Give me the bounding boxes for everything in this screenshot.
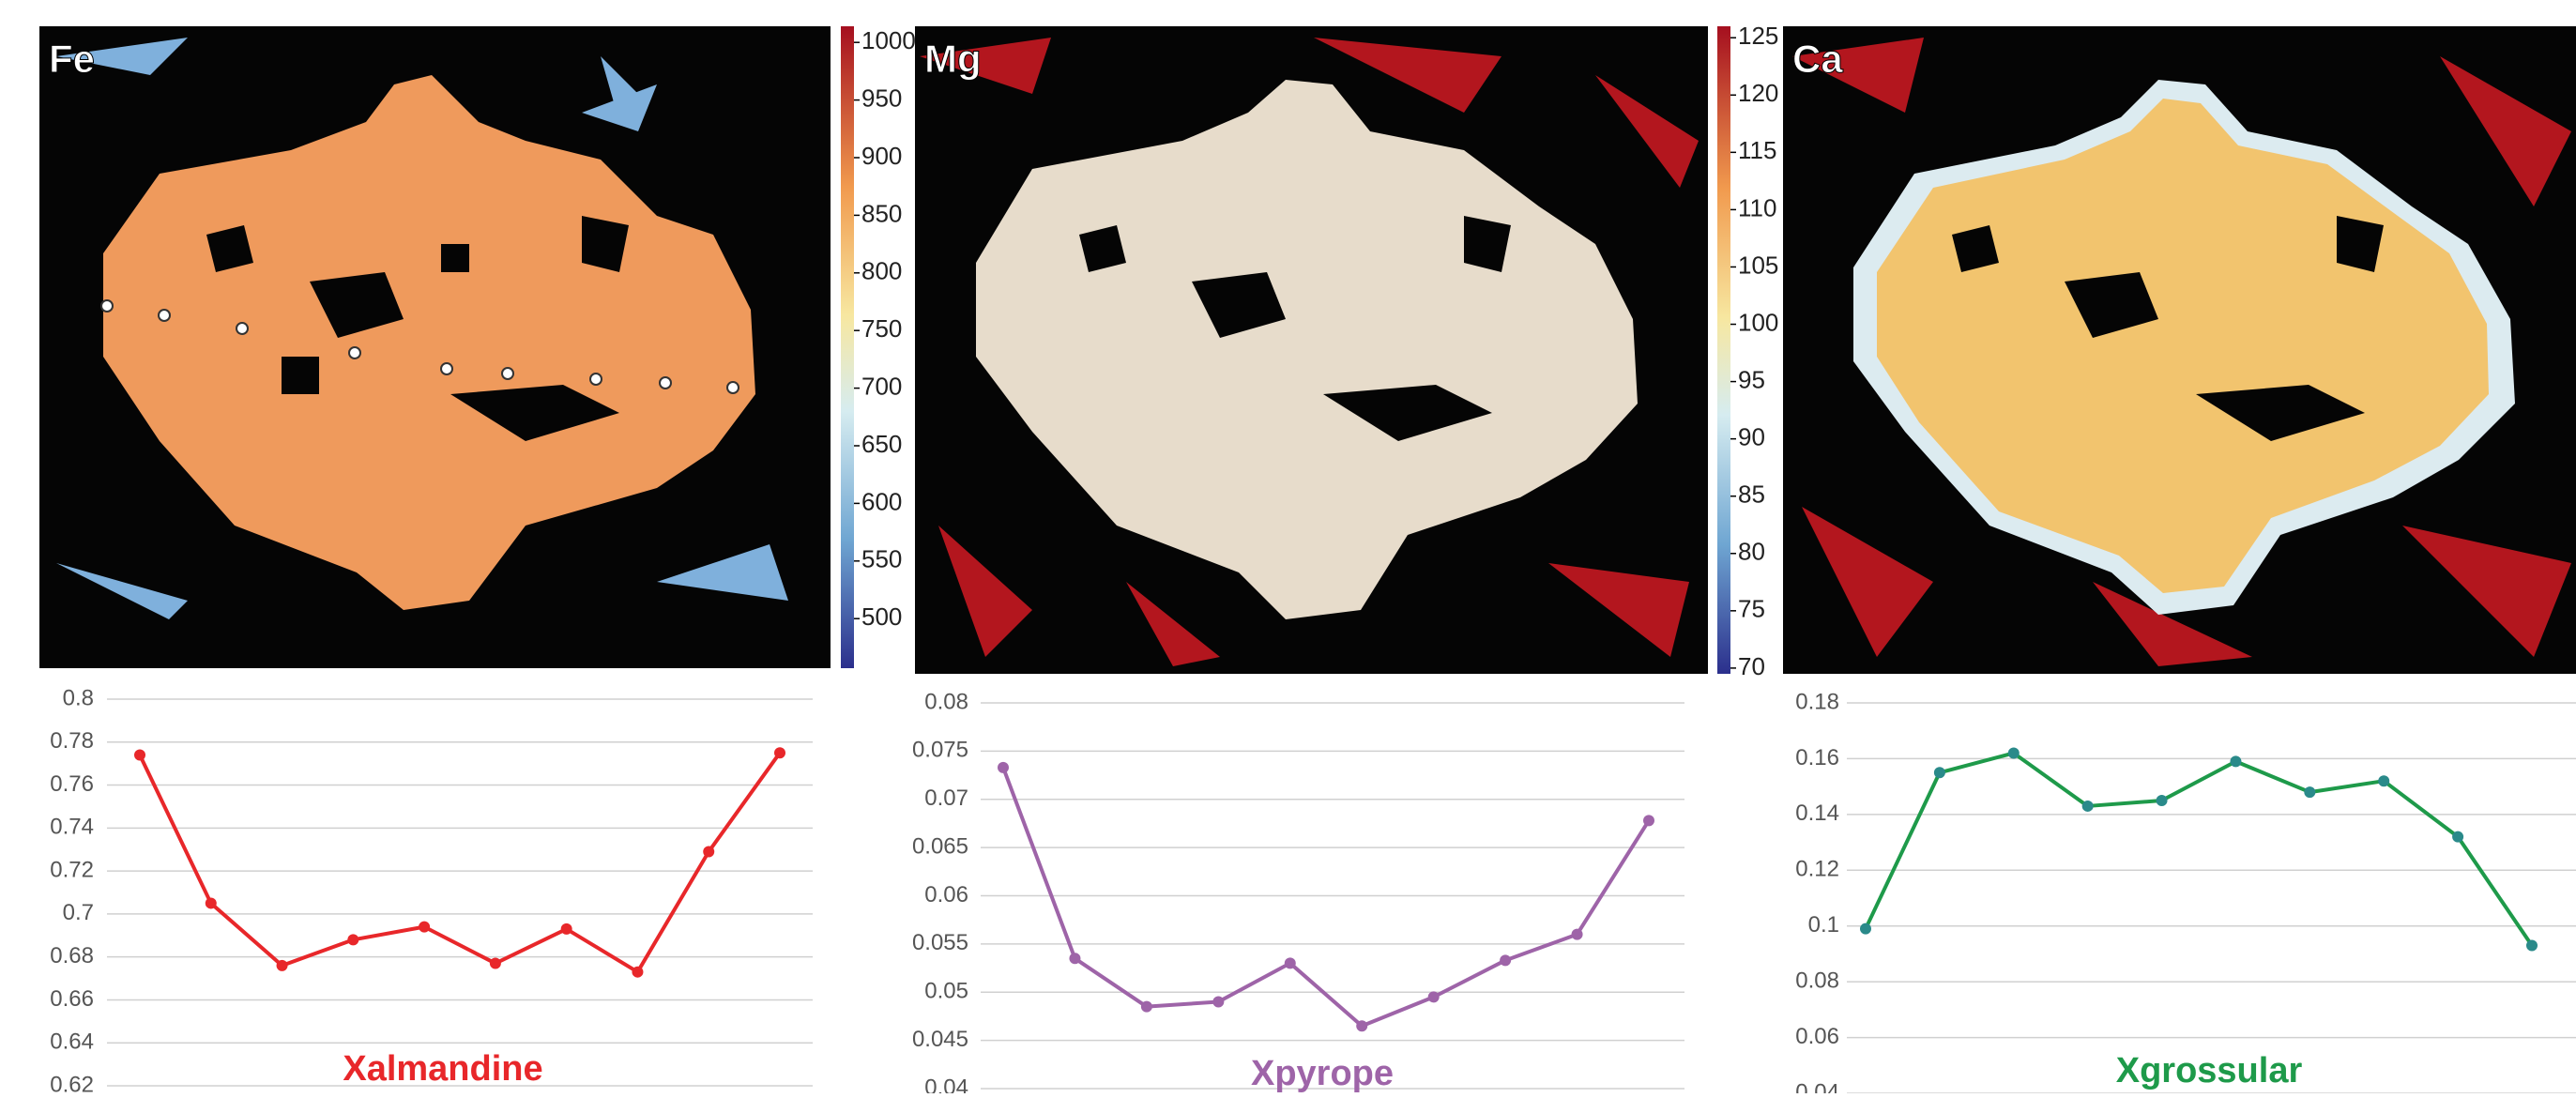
y-tick-label: 0.7	[63, 900, 94, 925]
data-point	[1284, 957, 1296, 969]
colorbar-tick-label: 100	[1738, 308, 1778, 336]
data-point	[1212, 996, 1225, 1008]
data-point	[703, 846, 715, 858]
colorbar-tick-label: 600	[861, 487, 902, 515]
colorbar-tick-label: 80	[1738, 538, 1765, 566]
y-tick-label: 0.8	[63, 685, 94, 710]
y-tick-label: 0.04	[1795, 1079, 1839, 1093]
colorbar-tick-label: 125	[1738, 22, 1778, 50]
data-point	[1643, 815, 1654, 827]
ca-map	[1783, 26, 2576, 674]
colorbar-tick-label: 120	[1738, 79, 1778, 107]
y-tick-label: 0.16	[1795, 745, 1839, 770]
y-tick-label: 0.78	[50, 728, 94, 754]
colorbar-tick-label: 700	[861, 372, 902, 400]
data-point	[276, 959, 288, 971]
y-tick-label: 0.05	[924, 979, 968, 1004]
colorbar-tick-label: 500	[861, 602, 902, 631]
data-point	[1571, 928, 1583, 940]
y-tick-label: 0.68	[50, 943, 94, 968]
fe-map	[39, 26, 831, 668]
y-tick-label: 0.62	[50, 1072, 94, 1093]
series-line	[1864, 751, 2534, 947]
y-tick-label: 0.08	[924, 689, 968, 714]
colorbar-tick-label: 70	[1738, 652, 1765, 680]
colorbar-tick-label: 95	[1738, 365, 1765, 393]
colorbar-tick-label: 85	[1738, 480, 1765, 509]
colorbar-tick-label: 950	[861, 84, 902, 112]
colorbar-tick-label: 115	[1738, 136, 1776, 164]
data-point	[419, 921, 431, 933]
y-tick-label: 0.065	[912, 833, 968, 859]
chart-title: Xgrossular	[2116, 1051, 2303, 1090]
data-point	[2378, 775, 2390, 787]
data-point	[632, 966, 644, 978]
y-tick-label: 0.045	[912, 1027, 968, 1052]
data-point	[1427, 991, 1440, 1003]
colorbar-tick-label: 90	[1738, 423, 1765, 451]
data-point	[998, 761, 1009, 773]
series-line	[1001, 767, 1651, 1029]
data-point	[560, 923, 572, 935]
y-tick-label: 0.66	[50, 986, 94, 1012]
map-label: Ca	[1792, 37, 1843, 81]
y-tick-label: 0.14	[1795, 801, 1839, 826]
y-tick-label: 0.12	[1795, 857, 1839, 882]
y-tick-label: 0.055	[912, 930, 968, 955]
data-point	[1140, 1000, 1152, 1013]
chart-title: Xpyrope	[1251, 1054, 1394, 1093]
data-point	[205, 897, 217, 909]
colorbar-tick-label: 800	[861, 257, 902, 285]
data-point	[347, 934, 359, 946]
colorbar-tick-label: 110	[1738, 193, 1776, 221]
colorbar-tick-label: 105	[1738, 251, 1778, 279]
series-line	[138, 752, 782, 974]
chart-title: Xalmandine	[343, 1049, 542, 1089]
data-point	[1933, 767, 1945, 779]
y-tick-label: 0.06	[1795, 1024, 1839, 1049]
map-label: Fe	[49, 37, 95, 81]
data-point	[2007, 747, 2020, 759]
y-tick-label: 0.72	[50, 857, 94, 882]
data-point	[489, 957, 501, 969]
y-tick-label: 0.07	[924, 785, 968, 811]
y-tick-label: 0.075	[912, 738, 968, 763]
y-tick-label: 0.06	[924, 882, 968, 907]
mg-map	[915, 26, 1708, 674]
data-point	[134, 749, 145, 761]
y-tick-label: 0.1	[1808, 912, 1839, 938]
colorbar-tick-label: 650	[861, 430, 902, 458]
data-point	[1356, 1020, 1368, 1032]
map-label: Mg	[924, 37, 982, 81]
y-tick-label: 0.08	[1795, 968, 1839, 993]
colorbar-tick-label: 850	[861, 199, 902, 227]
mg-colorbar	[1717, 26, 1730, 674]
colorbar-tick-label: 750	[861, 314, 902, 343]
colorbar-tick-label: 900	[861, 142, 902, 170]
y-tick-label: 0.74	[50, 815, 94, 840]
data-point	[1069, 953, 1081, 965]
data-point	[1860, 923, 1871, 935]
data-point	[2304, 786, 2316, 799]
data-point	[2156, 795, 2168, 806]
fe-colorbar	[841, 26, 854, 668]
y-tick-label: 0.18	[1795, 689, 1839, 714]
data-point	[2230, 755, 2242, 768]
y-tick-label: 0.64	[50, 1029, 94, 1055]
y-tick-label: 0.76	[50, 771, 94, 797]
colorbar-tick-label: 550	[861, 545, 902, 573]
data-point	[2452, 831, 2464, 843]
data-point	[1500, 954, 1512, 967]
data-point	[2081, 800, 2094, 812]
y-tick-label: 0.04	[924, 1075, 968, 1093]
data-point	[2526, 939, 2538, 952]
colorbar-tick-label: 1000	[861, 26, 916, 54]
data-point	[774, 747, 785, 759]
colorbar-tick-label: 75	[1738, 595, 1765, 623]
